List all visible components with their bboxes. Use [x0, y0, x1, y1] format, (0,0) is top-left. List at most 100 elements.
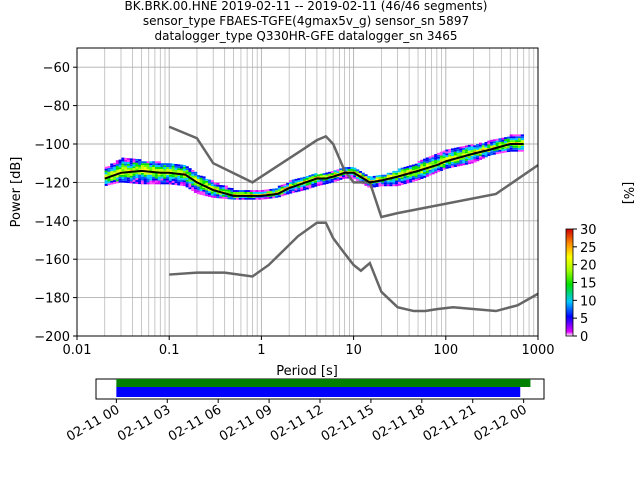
heatmap-cell	[199, 185, 203, 188]
heatmap-cell	[277, 195, 282, 198]
heatmap-cell	[196, 184, 201, 187]
heatmap-cell	[149, 180, 153, 183]
heatmap-cell	[235, 197, 240, 200]
heatmap-cell	[157, 180, 161, 183]
colorbar-tick-label: 10	[580, 294, 597, 309]
heatmap-cell	[300, 189, 304, 191]
heatmap-cell	[129, 158, 133, 161]
heatmap-cell	[177, 179, 181, 182]
colorbar-tick-label: 25	[580, 241, 597, 256]
heatmap-cell	[202, 185, 206, 188]
heatmap-cell	[280, 192, 284, 195]
heatmap-cell	[403, 176, 407, 179]
heatmap-cell	[207, 193, 212, 195]
heatmap-cell	[297, 182, 301, 184]
heatmap-cell	[397, 178, 402, 180]
heatmap-cell	[417, 172, 421, 175]
heatmap-cell	[219, 185, 223, 187]
heatmap-cell	[294, 188, 298, 191]
heatmap-cell	[252, 197, 256, 200]
x-tick-label: 100	[433, 343, 458, 358]
heatmap-cell	[439, 165, 444, 168]
heatmap-cell	[202, 178, 206, 181]
heatmap-cell	[213, 184, 217, 187]
heatmap-cell	[272, 188, 276, 191]
heatmap-cell	[171, 169, 175, 172]
heatmap-cell	[311, 185, 315, 188]
heatmap-cell	[291, 189, 295, 192]
heatmap-cell	[199, 177, 203, 180]
heatmap-cell	[149, 178, 153, 181]
heatmap-cell	[210, 182, 214, 185]
heatmap-cell	[316, 176, 321, 179]
heatmap-cell	[174, 183, 178, 186]
heatmap-cell	[143, 176, 147, 179]
heatmap-cell	[115, 169, 120, 172]
heatmap-cell	[364, 176, 368, 179]
heatmap-cell	[423, 175, 427, 178]
heatmap-cell	[185, 181, 189, 184]
heatmap-cell	[518, 140, 522, 143]
heatmap-cell	[434, 161, 438, 164]
psd-plot: 0.01 0.1 1 10 100 1000 −60 −80 −100 −120 −140 −160…	[9, 47, 555, 379]
heatmap-cell	[160, 176, 164, 179]
heatmap-cell	[113, 168, 117, 171]
heatmap-cell	[498, 144, 502, 146]
heatmap-cell	[154, 182, 159, 185]
heatmap-cell	[445, 162, 449, 165]
heatmap-cell	[400, 169, 404, 172]
heatmap-cell	[314, 182, 318, 185]
heatmap-cell	[140, 180, 145, 183]
heatmap-cell	[487, 144, 491, 147]
heatmap-cell	[462, 149, 466, 152]
heatmap-cell	[107, 173, 111, 176]
heatmap-cell	[445, 153, 449, 156]
heatmap-cell	[492, 139, 497, 142]
heatmap-cell	[269, 188, 273, 191]
heatmap-cell	[464, 151, 469, 154]
heatmap-cell	[470, 146, 474, 149]
y-axis: −60 −80 −100 −120 −140 −160 −180 −200	[34, 61, 77, 345]
heatmap-cell	[453, 161, 457, 164]
heatmap-cell	[336, 176, 340, 179]
heatmap-cell	[450, 161, 455, 164]
heatmap-cell	[515, 147, 519, 150]
heatmap-cell	[283, 193, 287, 196]
heatmap-cell	[113, 166, 117, 169]
heatmap-cell	[146, 174, 150, 177]
heatmap-cell	[194, 171, 198, 174]
heatmap-cell	[395, 180, 399, 183]
heatmap-cell	[157, 178, 161, 181]
heatmap-cell	[492, 148, 497, 151]
heatmap-cell	[417, 176, 421, 179]
heatmap-cell	[104, 180, 108, 183]
heatmap-cell	[288, 189, 293, 192]
heatmap-cell	[146, 163, 150, 166]
heatmap-cell	[168, 169, 173, 172]
heatmap-cell	[202, 187, 206, 190]
heatmap-cell	[386, 172, 390, 175]
heatmap-cell	[261, 197, 265, 200]
heatmap-cell	[423, 158, 427, 161]
heatmap-cell	[126, 175, 131, 178]
heatmap-cell	[138, 159, 142, 162]
heatmap-cell	[509, 138, 513, 141]
heatmap-cell	[205, 188, 209, 191]
heatmap-cell	[160, 180, 164, 183]
heatmap-cell	[520, 149, 525, 152]
heatmap-cell	[168, 176, 173, 179]
heatmap-cell	[194, 187, 198, 190]
heatmap-cell	[207, 183, 212, 186]
heatmap-cell	[420, 175, 424, 178]
heatmap-cell	[490, 153, 494, 156]
heatmap-cell	[437, 156, 441, 159]
heatmap-cell	[207, 179, 212, 182]
heatmap-cell	[520, 140, 525, 143]
heatmap-cell	[445, 149, 449, 152]
heatmap-cell	[124, 167, 128, 170]
heatmap-cell	[124, 175, 128, 178]
heatmap-cell	[110, 182, 114, 185]
heatmap-cell	[297, 187, 301, 190]
heatmap-cell	[484, 151, 488, 154]
heatmap-cell	[261, 189, 265, 192]
